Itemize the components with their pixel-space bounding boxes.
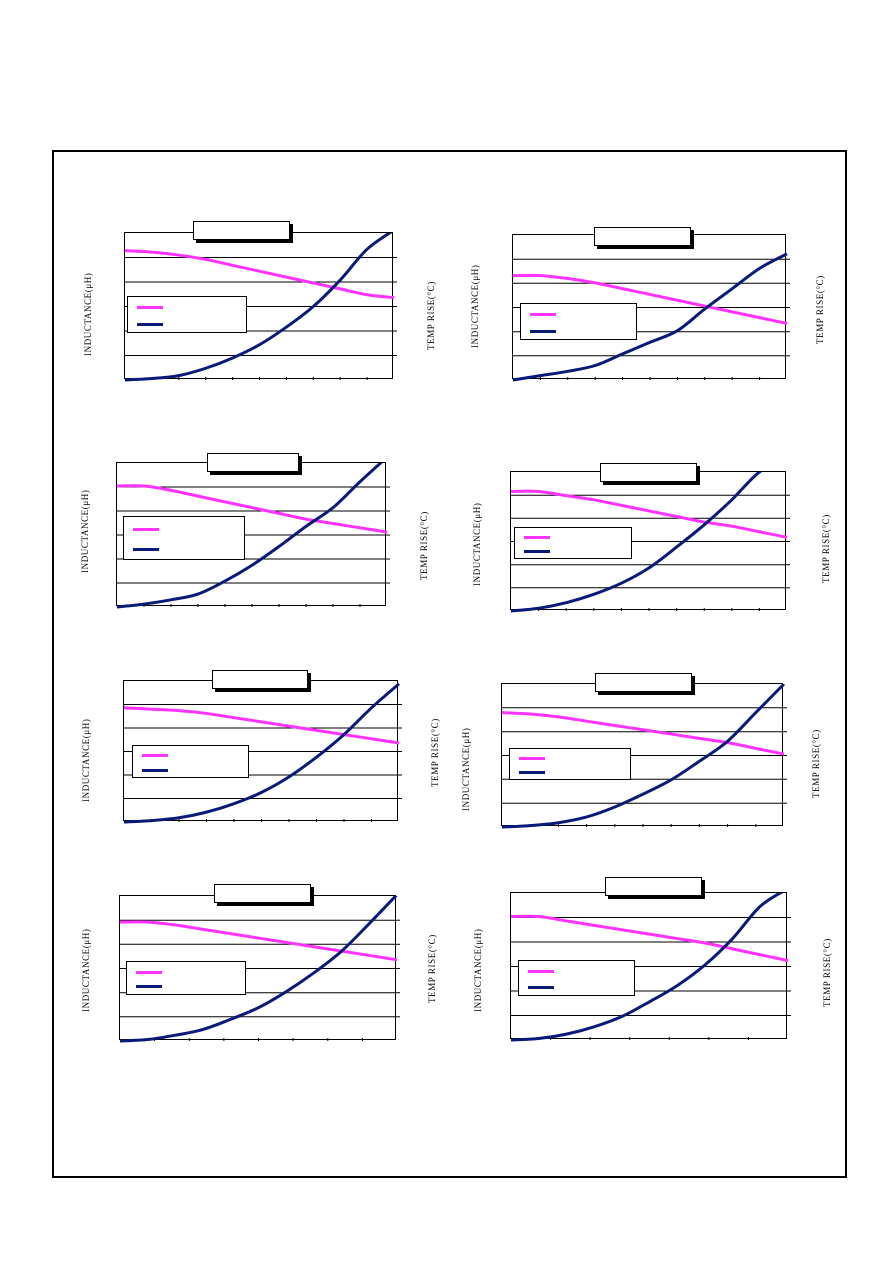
chart-title-box <box>207 453 299 472</box>
legend-swatch-temp-rise <box>137 323 163 326</box>
chart-title-box <box>214 884 311 903</box>
y-left-label: INDUCTANCE(μH) <box>80 489 90 574</box>
temp-rise-curve <box>510 472 763 613</box>
y-right-label: TEMP RISE(°C) <box>815 275 825 344</box>
legend <box>126 961 246 995</box>
inductance-curve <box>119 920 398 962</box>
legend-swatch-inductance <box>142 754 168 757</box>
plot-area <box>510 892 791 1042</box>
legend-swatch-inductance <box>136 971 162 974</box>
legend <box>509 748 631 780</box>
chart-title-box <box>595 673 692 692</box>
y-right-label: TEMP RISE(°C) <box>426 281 436 350</box>
y-left-label: INDUCTANCE(μH) <box>81 718 91 803</box>
chart-svg <box>124 233 397 382</box>
legend-swatch-inductance <box>530 313 556 316</box>
chart-svg <box>510 472 790 613</box>
y-right-label: TEMP RISE(°C) <box>430 718 440 787</box>
legend-swatch-inductance <box>519 757 545 760</box>
y-left-label: INDUCTANCE(μH) <box>470 264 480 349</box>
legend <box>518 960 635 996</box>
y-right-label: TEMP RISE(°C) <box>821 514 831 583</box>
chart-title-box <box>212 670 308 689</box>
y-left-label: INDUCTANCE(μH) <box>461 727 471 812</box>
temp-rise-curve <box>116 463 383 609</box>
y-right-label: TEMP RISE(°C) <box>811 729 821 798</box>
temp-rise-curve <box>123 682 400 824</box>
y-right-label: TEMP RISE(°C) <box>427 934 437 1003</box>
legend-swatch-temp-rise <box>528 986 554 989</box>
inductance-curve <box>501 711 785 756</box>
y-left-label: INDUCTANCE(μH) <box>472 502 482 587</box>
inductance-curve <box>124 249 395 300</box>
legend-swatch-temp-rise <box>519 771 545 774</box>
legend-swatch-temp-rise <box>142 769 168 772</box>
legend-swatch-temp-rise <box>133 548 159 551</box>
legend <box>127 296 247 333</box>
legend-swatch-inductance <box>524 536 550 539</box>
legend-swatch-temp-rise <box>136 985 162 988</box>
inductance-curve <box>510 489 788 539</box>
inductance-curve <box>512 273 788 325</box>
y-right-label: TEMP RISE(°C) <box>822 938 832 1007</box>
legend <box>132 745 249 778</box>
legend <box>123 516 245 560</box>
figure-frame <box>52 150 847 1178</box>
legend-swatch-temp-rise <box>530 330 556 333</box>
legend-swatch-temp-rise <box>524 550 550 553</box>
inductance-curve <box>116 484 388 534</box>
chart-title-box <box>594 227 691 246</box>
temp-rise-curve <box>510 893 784 1042</box>
legend <box>514 527 632 559</box>
chart-title-box <box>605 877 702 896</box>
chart-svg <box>119 896 400 1043</box>
chart-title-box <box>600 463 697 482</box>
y-left-label: INDUCTANCE(μH) <box>473 928 483 1013</box>
inductance-curve <box>123 706 400 745</box>
chart-title-box <box>193 221 290 240</box>
y-left-label: INDUCTANCE(μH) <box>83 272 93 357</box>
legend <box>520 303 637 340</box>
legend-swatch-inductance <box>133 528 159 531</box>
y-left-label: INDUCTANCE(μH) <box>81 928 91 1013</box>
temp-rise-curve <box>119 896 398 1043</box>
legend-swatch-inductance <box>528 970 554 973</box>
temp-rise-curve <box>501 684 786 829</box>
legend-swatch-inductance <box>137 306 163 309</box>
temp-rise-curve <box>512 252 788 382</box>
y-right-label: TEMP RISE(°C) <box>419 511 429 580</box>
temp-rise-curve <box>124 233 393 382</box>
inductance-curve <box>510 914 789 963</box>
